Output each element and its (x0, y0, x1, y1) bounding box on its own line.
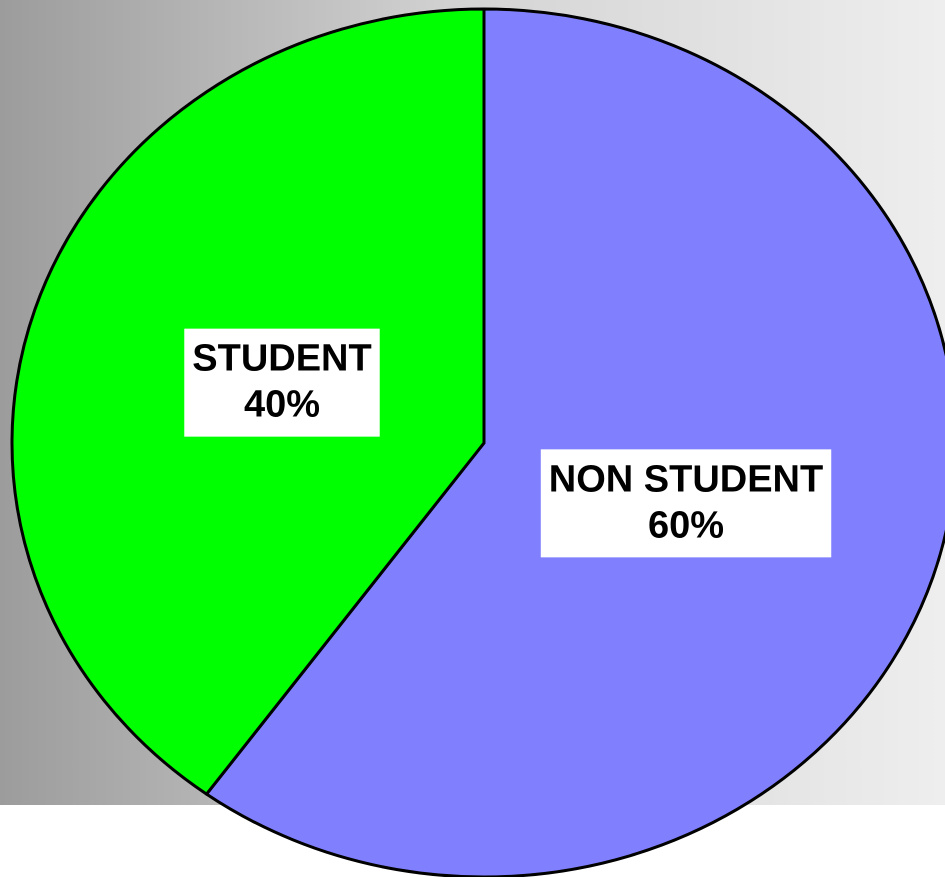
label-box (540, 449, 832, 558)
category-label: NON STUDENT (549, 458, 823, 500)
pie-slice (205, 7, 945, 877)
value-label: 60% (648, 504, 724, 546)
category-label: STUDENT (192, 338, 371, 380)
pie (10, 7, 945, 877)
label-box (184, 328, 380, 437)
value-label: 40% (244, 384, 320, 426)
